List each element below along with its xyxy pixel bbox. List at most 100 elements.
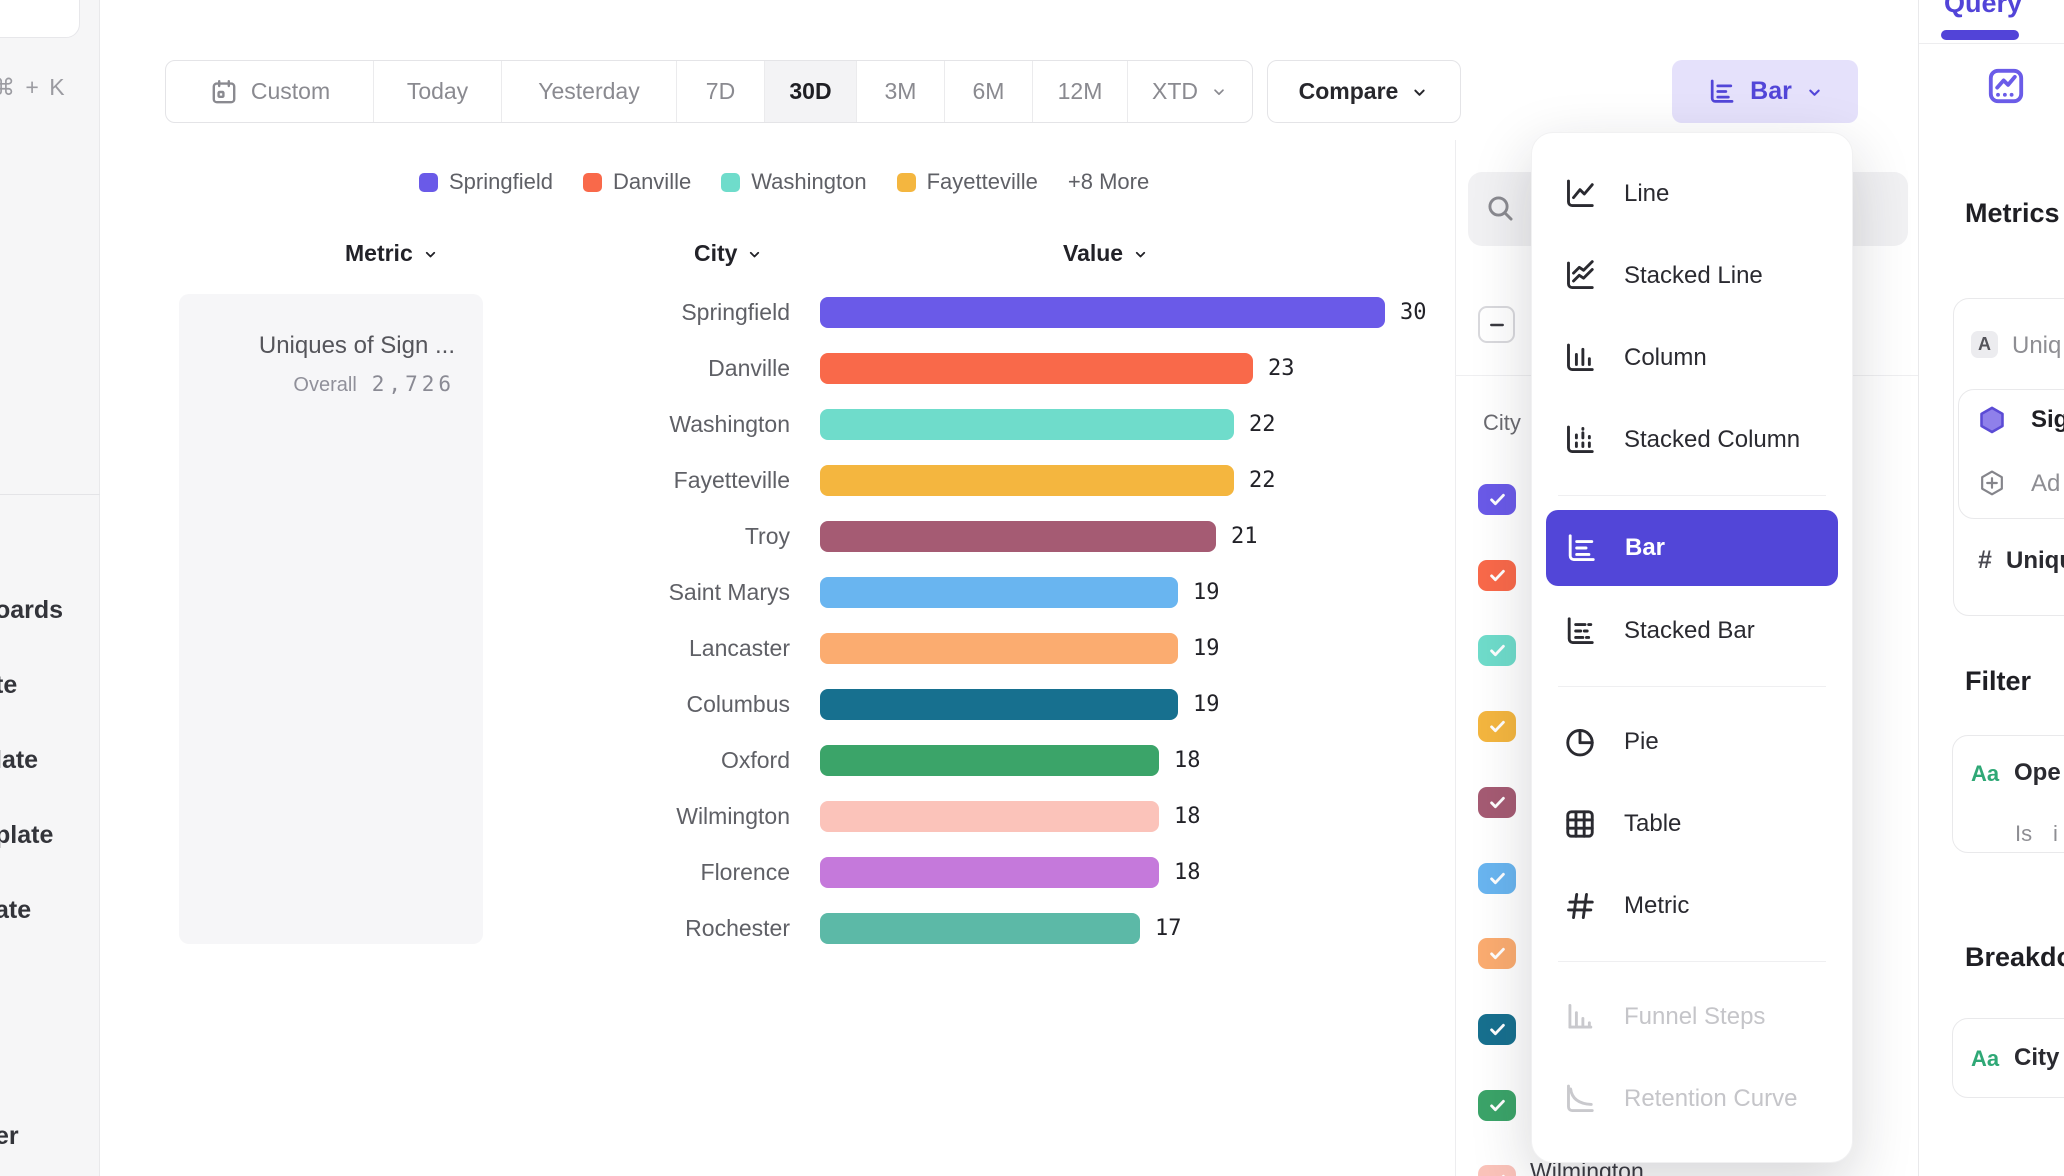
series-checkbox[interactable] bbox=[1478, 787, 1516, 818]
breakdown-card[interactable]: Aa City bbox=[1952, 1018, 2064, 1098]
date-range-12m[interactable]: 12M bbox=[1033, 61, 1128, 122]
legend-swatch bbox=[896, 172, 916, 192]
bar-segment[interactable] bbox=[820, 689, 1178, 720]
chevron-down-icon bbox=[425, 252, 435, 258]
column-header-city[interactable]: City bbox=[694, 240, 763, 267]
series-checkbox[interactable] bbox=[1478, 1014, 1516, 1045]
menu-item-pie[interactable]: Pie bbox=[1532, 701, 1852, 783]
filter-card[interactable]: Aa Ope Is i bbox=[1952, 735, 2064, 853]
series-checkbox[interactable] bbox=[1478, 938, 1516, 969]
chevron-down-icon bbox=[1214, 88, 1224, 95]
chart-row[interactable]: Fayetteville 22 bbox=[560, 465, 1276, 496]
checkmark-icon bbox=[1501, 1174, 1505, 1176]
chart-row[interactable]: Springfield 30 bbox=[560, 297, 1427, 328]
value-label: 18 bbox=[1174, 804, 1201, 829]
bar-segment[interactable] bbox=[820, 297, 1385, 328]
menu-item-label: Table bbox=[1624, 810, 1682, 837]
chart-row[interactable]: Florence 18 bbox=[560, 857, 1201, 888]
add-hexagon-icon bbox=[1981, 470, 2003, 496]
hash-icon: # bbox=[1978, 546, 1992, 574]
compare-button[interactable]: Compare bbox=[1267, 60, 1461, 123]
sidebar-nav-item[interactable]: late bbox=[0, 746, 39, 774]
sidebar-nav-item[interactable]: plate bbox=[0, 821, 54, 849]
event-card[interactable]: Sig Ad bbox=[1958, 389, 2064, 519]
legend-item[interactable]: Danville bbox=[582, 169, 691, 195]
chart-row[interactable]: Rochester 17 bbox=[560, 913, 1182, 944]
bar-segment[interactable] bbox=[820, 409, 1234, 440]
menu-item-stacked-column[interactable]: Stacked Column bbox=[1532, 399, 1852, 481]
legend-label: Springfield bbox=[449, 169, 553, 194]
date-range-30d[interactable]: 30D bbox=[765, 61, 857, 122]
metric-query-card[interactable]: A Uniq Sig Ad # Uniqu bbox=[1953, 298, 2064, 616]
date-range-3m[interactable]: 3M bbox=[857, 61, 945, 122]
chart-row[interactable]: Danville 23 bbox=[560, 353, 1295, 384]
bar-segment[interactable] bbox=[820, 745, 1159, 776]
sidebar-nav-item[interactable]: ate bbox=[0, 896, 32, 924]
column-header-value[interactable]: Value bbox=[1063, 240, 1149, 267]
legend-item[interactable]: Springfield bbox=[419, 169, 553, 195]
chart-row[interactable]: Columbus 19 bbox=[560, 689, 1220, 720]
bar-segment[interactable] bbox=[820, 577, 1178, 608]
chart-row[interactable]: Saint Marys 19 bbox=[560, 577, 1220, 608]
date-range-today[interactable]: Today bbox=[374, 61, 502, 122]
tab-query[interactable]: Query bbox=[1944, 0, 2023, 18]
chart-row[interactable]: Wilmington 18 bbox=[560, 801, 1201, 832]
menu-item-stacked-line[interactable]: Stacked Line bbox=[1532, 235, 1852, 317]
menu-item-funnel-steps: Funnel Steps bbox=[1532, 976, 1852, 1058]
sidebar-search-box[interactable] bbox=[0, 0, 80, 38]
menu-item-column[interactable]: Column bbox=[1532, 317, 1852, 399]
active-tab-indicator bbox=[1941, 30, 2019, 40]
chart-type-button[interactable]: Bar bbox=[1672, 60, 1858, 123]
column-header-metric[interactable]: Metric bbox=[345, 240, 439, 267]
series-checkbox[interactable] bbox=[1478, 635, 1516, 666]
bar-segment[interactable] bbox=[820, 801, 1159, 832]
date-range-label: 3M bbox=[884, 78, 917, 104]
bar-segment[interactable] bbox=[820, 913, 1140, 944]
menu-item-label: Column bbox=[1624, 344, 1707, 371]
date-range-yesterday[interactable]: Yesterday bbox=[502, 61, 677, 122]
legend-item[interactable]: Fayetteville bbox=[896, 169, 1038, 195]
bar-segment[interactable] bbox=[820, 353, 1253, 384]
date-range-custom[interactable]: Custom bbox=[166, 61, 374, 122]
series-checkbox[interactable] bbox=[1478, 484, 1516, 515]
series-checkbox[interactable] bbox=[1478, 1090, 1516, 1121]
legend-item[interactable]: Washington bbox=[721, 169, 867, 195]
date-range-group: Custom Today Yesterday 7D 30D 3M 6M 12M XTD bbox=[165, 60, 1253, 123]
chart-row[interactable]: Washington 22 bbox=[560, 409, 1276, 440]
series-checkbox[interactable] bbox=[1478, 711, 1516, 742]
sidebar-nav-item[interactable]: er bbox=[0, 1122, 19, 1150]
divider bbox=[1558, 686, 1826, 687]
add-event-icon[interactable] bbox=[1977, 468, 2007, 498]
series-checkbox[interactable] bbox=[1478, 560, 1516, 591]
metric-card[interactable]: Uniques of Sign ... Overall 2,726 bbox=[179, 294, 483, 944]
insights-chart-icon[interactable] bbox=[1986, 66, 2026, 106]
bar-segment[interactable] bbox=[820, 857, 1159, 888]
legend-more-button[interactable]: +8 More bbox=[1067, 169, 1150, 194]
bar-segment[interactable] bbox=[820, 521, 1216, 552]
menu-item-bar[interactable]: Bar bbox=[1546, 510, 1838, 586]
value-label: 17 bbox=[1155, 916, 1182, 941]
value-label: 19 bbox=[1193, 636, 1220, 661]
bar-segment[interactable] bbox=[820, 633, 1178, 664]
bar-segment[interactable] bbox=[820, 465, 1234, 496]
filter-operator-label: Is bbox=[2015, 821, 2033, 846]
date-range-label: 12M bbox=[1057, 78, 1103, 104]
date-range-6m[interactable]: 6M bbox=[945, 61, 1033, 122]
chart-row[interactable]: Lancaster 19 bbox=[560, 633, 1220, 664]
menu-item-line[interactable]: Line bbox=[1532, 153, 1852, 235]
select-all-checkbox[interactable] bbox=[1478, 306, 1515, 343]
chart-row[interactable]: Troy 21 bbox=[560, 521, 1258, 552]
date-range-label: Yesterday bbox=[538, 78, 640, 104]
menu-item-metric[interactable]: Metric bbox=[1532, 865, 1852, 947]
chart-row[interactable]: Oxford 18 bbox=[560, 745, 1201, 776]
menu-item-table[interactable]: Table bbox=[1532, 783, 1852, 865]
date-range-xtd[interactable]: XTD bbox=[1128, 61, 1252, 122]
date-range-7d[interactable]: 7D bbox=[677, 61, 765, 122]
series-checkbox[interactable] bbox=[1478, 1165, 1516, 1176]
legend-label: Fayetteville bbox=[926, 169, 1038, 194]
sidebar-nav-item[interactable]: te bbox=[0, 671, 18, 699]
stacked-column-chart-icon bbox=[1567, 425, 1594, 453]
menu-item-stacked-bar[interactable]: Stacked Bar bbox=[1532, 590, 1852, 672]
series-checkbox[interactable] bbox=[1478, 863, 1516, 894]
sidebar-nav-item[interactable]: oards bbox=[0, 596, 64, 624]
